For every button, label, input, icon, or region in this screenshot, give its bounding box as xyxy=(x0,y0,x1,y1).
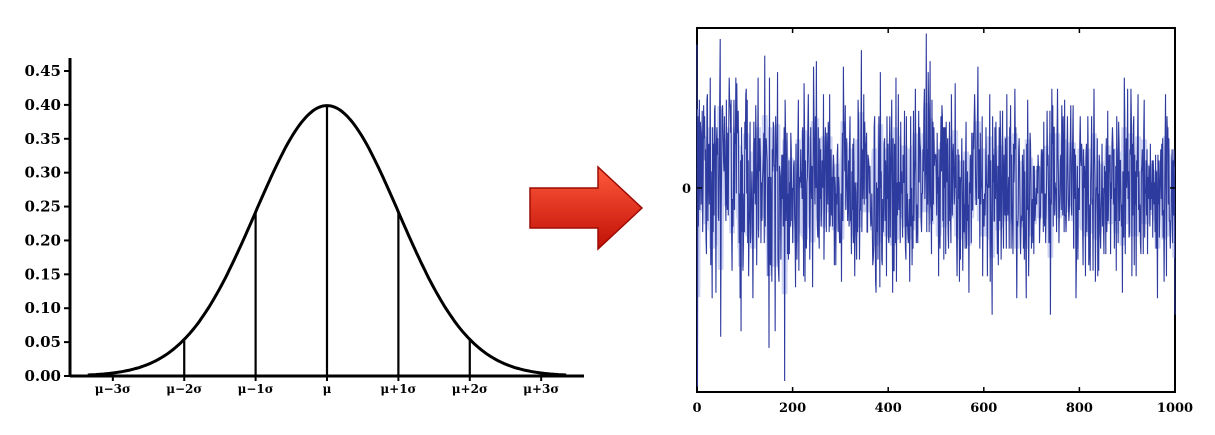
y-ticks: 0 xyxy=(682,182,1175,197)
y-tick-label: 0.00 xyxy=(24,367,61,385)
right-arrow-icon xyxy=(529,165,644,251)
x-ticks: 0 200 400 600 800 1000 xyxy=(692,28,1193,416)
x-tick-label: 600 xyxy=(970,401,997,416)
x-tick-label: 800 xyxy=(1066,401,1093,416)
y-ticks: 0.00 0.05 0.10 0.15 0.20 0.25 0.30 0.35 0.40 0.45 xyxy=(24,62,70,385)
y-tick-label: 0.05 xyxy=(24,333,61,351)
x-tick-label: μ+2σ xyxy=(452,382,488,396)
y-tick-label: 0 xyxy=(682,182,691,197)
normal-curve-series xyxy=(87,104,567,377)
y-tick-label: 0.35 xyxy=(24,130,61,148)
x-tick-label: μ−1σ xyxy=(238,382,274,396)
y-tick-label: 0.20 xyxy=(24,231,61,249)
noise-time-series-chart: 0 0 200 400 600 800 1000 xyxy=(682,27,1193,416)
x-tick-label: μ+1σ xyxy=(380,382,416,396)
x-tick-label: μ−2σ xyxy=(166,382,202,396)
y-tick-label: 0.25 xyxy=(24,198,61,216)
x-ticks: μ−3σ μ−2σ μ−1σ μ μ+1σ μ+2σ μ+3σ xyxy=(95,376,559,396)
noise-series-line xyxy=(696,33,1176,387)
x-tick-label: μ+3σ xyxy=(523,382,559,396)
x-tick-label: 0 xyxy=(692,401,701,416)
y-tick-label: 0.45 xyxy=(24,62,61,80)
normal-distribution-chart: 0.00 0.05 0.10 0.15 0.20 0.25 0.30 0.35 0.40 0.45… xyxy=(24,58,584,396)
y-tick-label: 0.15 xyxy=(24,265,61,283)
x-tick-label: μ−3σ xyxy=(95,382,131,396)
y-tick-label: 0.30 xyxy=(24,164,61,182)
x-tick-label: 1000 xyxy=(1157,401,1193,416)
x-tick-label: μ xyxy=(323,382,332,396)
y-tick-label: 0.10 xyxy=(24,299,61,317)
y-tick-label: 0.40 xyxy=(24,96,61,114)
x-tick-label: 400 xyxy=(875,401,902,416)
sigma-lines xyxy=(183,105,471,376)
x-tick-label: 200 xyxy=(779,401,806,416)
